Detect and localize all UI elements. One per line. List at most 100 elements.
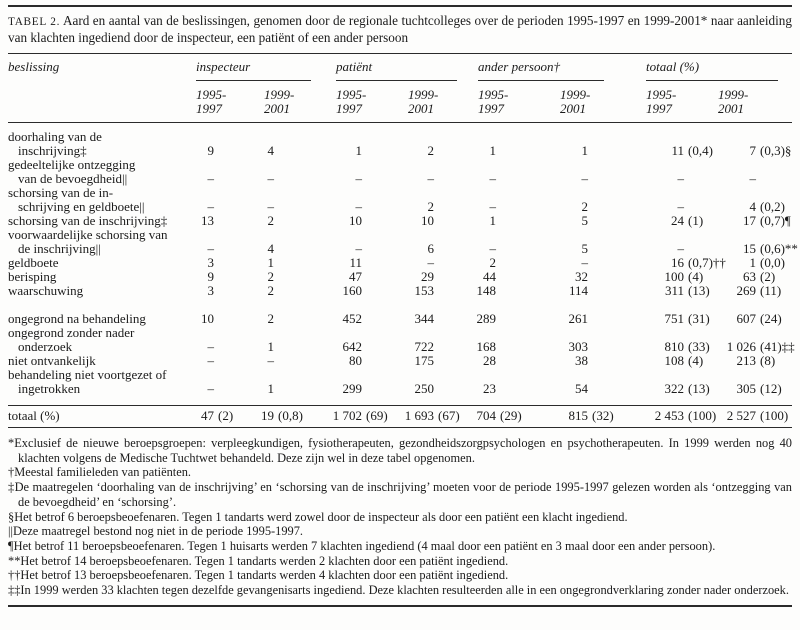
column-group-patient: patiënt 1995- 1997 1999- 2001	[330, 59, 472, 116]
cell-totaal-1995-1997: –	[677, 171, 685, 186]
cell-inspecteur-1999-2001: 1	[267, 255, 275, 270]
row-label: schorsing van de inschrijving‡	[8, 213, 168, 228]
table-row: waarschuwing 3 2 160 153 148 114 311 (13)…	[8, 284, 792, 298]
cell-inspecteur-1995-1997: 13	[201, 213, 214, 228]
footnotes: *Exclusief de nieuwe beroepsgroepen: ver…	[8, 436, 792, 598]
cell-inspecteur-1995-1997: 9	[207, 143, 215, 158]
table-bottom-rule	[8, 604, 792, 607]
table-total-section: totaal (%) 47 (2) 19 (0,8) 1 702 (69) 1 693…	[8, 405, 792, 428]
cell-ander-persoon-1995-1997: 23	[483, 381, 496, 396]
period-header-1995-1997: 1995- 1997	[478, 87, 509, 116]
cell-patient-1999-2001: 344	[414, 311, 435, 326]
row-label: schorsing van de in- schrijving en geldb…	[8, 185, 145, 214]
group-label-patient: patiënt	[336, 59, 373, 74]
cell-patient-1995-1997: 299	[342, 381, 363, 396]
footnote: ††Het betrof 13 beroepsbeoefenaren. Tege…	[8, 568, 509, 583]
period-header-1995-1997: 1995- 1997	[336, 87, 367, 116]
footnote: §Het betrof 6 beroepsbeoefenaren. Tegen …	[8, 509, 628, 524]
cell-patient-1999-2001: 175	[414, 353, 435, 368]
cell-ander-persoon-1999-2001: 303	[568, 339, 589, 354]
cell-totaal-1999-2001: 4 (0,2)	[749, 199, 785, 214]
table-caption-text: Aard en aantal van de beslissingen, geno…	[8, 13, 792, 45]
cell-inspecteur-1995-1997: 9	[207, 269, 215, 284]
cell-ander-persoon-1999-2001: 1	[581, 143, 589, 158]
table-row: gedeeltelijke ontzegging van de bevoegdh…	[8, 158, 792, 186]
cell-inspecteur-1995-1997: –	[207, 381, 215, 396]
column-group-ander-persoon: ander persoon† 1995- 1997 1999- 2001	[472, 59, 640, 116]
cell-ander-persoon-1999-2001: 38	[575, 353, 588, 368]
total-inspecteur-1999-2001: 19 (0,8)	[261, 408, 303, 423]
row-label: behandeling niet voortgezet of ingetrokk…	[8, 367, 167, 396]
cell-patient-1999-2001: 722	[414, 339, 435, 354]
cell-ander-persoon-1999-2001: 5	[581, 213, 589, 228]
cell-inspecteur-1999-2001: –	[267, 353, 275, 368]
cell-inspecteur-1995-1997: –	[207, 353, 215, 368]
row-label: voorwaardelijke schorsing van de inschri…	[8, 227, 168, 256]
total-totaal-1995-1997: 2 453 (100)	[654, 408, 717, 423]
cell-patient-1995-1997: –	[355, 199, 363, 214]
table-row: geldboete 3 1 11 – 2 – 16 (0,7)†† 1 (0,0)	[8, 256, 792, 270]
cell-ander-persoon-1995-1997: –	[489, 199, 497, 214]
cell-ander-persoon-1995-1997: 1	[489, 213, 497, 228]
header-bottom-rule	[8, 122, 792, 123]
cell-totaal-1995-1997: 11 (0,4)	[671, 143, 713, 158]
cell-patient-1999-2001: 29	[421, 269, 434, 284]
cell-patient-1999-2001: 2	[427, 143, 435, 158]
cell-patient-1999-2001: 10	[421, 213, 434, 228]
cell-totaal-1999-2001: 1 026 (41)‡‡	[726, 339, 795, 354]
row-label: ongegrond na behandeling	[8, 311, 146, 326]
row-label: berisping	[8, 269, 57, 284]
cell-inspecteur-1999-2001: 4	[267, 241, 275, 256]
table-body: doorhaling van de inschrijving‡ 9 4 1 2 …	[8, 123, 798, 405]
cell-totaal-1995-1997: 311 (13)	[664, 283, 710, 298]
cell-inspecteur-1995-1997: 10	[201, 311, 214, 326]
cell-totaal-1999-2001: 305 (12)	[736, 381, 782, 396]
cell-totaal-1995-1997: –	[677, 241, 685, 256]
footnote: ‡‡In 1999 werden 33 klachten tegen dezel…	[8, 583, 789, 598]
cell-ander-persoon-1999-2001: 32	[575, 269, 588, 284]
cell-inspecteur-1995-1997: –	[207, 199, 215, 214]
total-ander-persoon-1999-2001: 815 (32)	[568, 408, 614, 423]
cell-totaal-1995-1997: 810 (33)	[664, 339, 710, 354]
total-ander-persoon-1995-1997: 704 (29)	[476, 408, 522, 423]
cell-patient-1995-1997: 10	[349, 213, 362, 228]
cell-inspecteur-1999-2001: 2	[267, 213, 275, 228]
cell-inspecteur-1999-2001: 1	[267, 381, 275, 396]
cell-ander-persoon-1999-2001: 54	[575, 381, 588, 396]
cell-inspecteur-1999-2001: –	[267, 199, 275, 214]
cell-totaal-1995-1997: 108 (4)	[664, 353, 704, 368]
cell-patient-1995-1997: 1	[355, 143, 363, 158]
table-caption: TABEL 2. Aard en aantal van de beslissin…	[8, 13, 792, 46]
cell-patient-1999-2001: 6	[427, 241, 435, 256]
period-header-1995-1997: 1995- 1997	[196, 87, 227, 116]
cell-totaal-1999-2001: 269 (11)	[736, 283, 782, 298]
cell-inspecteur-1995-1997: 3	[207, 255, 215, 270]
cell-patient-1999-2001: –	[427, 171, 435, 186]
cell-ander-persoon-1995-1997: 289	[476, 311, 497, 326]
cell-totaal-1999-2001: –	[749, 171, 757, 186]
column-group-totaal: totaal (%) 1995- 1997 1999- 2001	[640, 59, 792, 116]
cell-inspecteur-1999-2001: 2	[267, 283, 275, 298]
row-label: doorhaling van de inschrijving‡	[8, 129, 102, 158]
table-row: ongegrond zonder nader onderzoek – 1 642…	[8, 326, 795, 354]
cell-patient-1999-2001: 153	[414, 283, 435, 298]
table-row: doorhaling van de inschrijving‡ 9 4 1 2 …	[8, 130, 792, 158]
cell-patient-1995-1997: 47	[349, 269, 362, 284]
cell-patient-1999-2001: –	[427, 255, 435, 270]
cell-inspecteur-1995-1997: 3	[207, 283, 215, 298]
cell-ander-persoon-1995-1997: 28	[483, 353, 496, 368]
cell-ander-persoon-1999-2001: 5	[581, 241, 589, 256]
cell-inspecteur-1999-2001: 2	[267, 311, 275, 326]
spanner-rule	[336, 80, 457, 81]
spanner-rule	[196, 80, 311, 81]
row-label: gedeeltelijke ontzegging van de bevoegdh…	[8, 157, 136, 186]
cell-totaal-1999-2001: 213 (8)	[736, 353, 776, 368]
cell-patient-1995-1997: –	[355, 171, 363, 186]
cell-ander-persoon-1995-1997: 168	[476, 339, 497, 354]
cell-totaal-1995-1997: 16 (0,7)††	[671, 255, 726, 270]
total-patient-1999-2001: 1 693 (67)	[404, 408, 460, 423]
footnote: †Meestal familieleden van patiënten.	[8, 465, 192, 480]
total-totaal-1999-2001: 2 527 (100)	[726, 408, 789, 423]
cell-ander-persoon-1999-2001: 114	[568, 283, 588, 298]
scanned-table-page: TABEL 2. Aard en aantal van de beslissin…	[0, 5, 800, 607]
